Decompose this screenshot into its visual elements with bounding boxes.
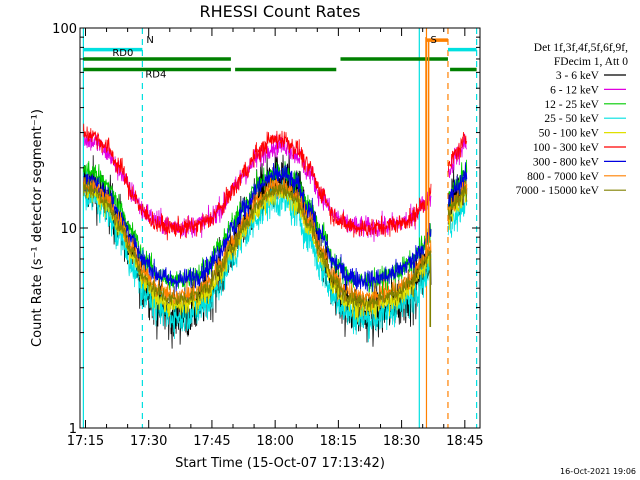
legend: Det 1f,3f,4f,5f,6f,9f, FDecim 1, Att 0 3…	[516, 42, 629, 197]
plot-area: N S RD0 RD4	[79, 27, 481, 429]
time-marker-label: N	[146, 35, 153, 46]
legend-header-line-1: Det 1f,3f,4f,5f,6f,9f,	[534, 42, 628, 54]
legend-entry-label: 800 - 7000 keV	[527, 171, 600, 183]
series-line	[83, 171, 468, 343]
legend-entry-label: 100 - 300 keV	[533, 142, 600, 154]
legend-header-line-2: FDecim 1, Att 0	[554, 56, 628, 68]
state-bar-label: RD4	[145, 70, 166, 81]
y-tick-label: 10	[60, 222, 77, 237]
x-tick-label: 17:15	[67, 434, 104, 449]
x-tick-label: 18:00	[256, 434, 293, 449]
series-layer	[83, 37, 468, 349]
legend-entry-label: 50 - 100 keV	[539, 128, 600, 140]
legend-entry-label: 3 - 6 keV	[556, 70, 600, 82]
series-line	[83, 177, 468, 312]
y-tick-label: 100	[52, 22, 77, 37]
x-tick-label: 18:45	[446, 434, 483, 449]
x-tick-label: 17:30	[130, 434, 167, 449]
legend-entry-label: 25 - 50 keV	[544, 113, 599, 125]
legend-entry-label: 300 - 800 keV	[533, 156, 600, 168]
generated-timestamp: 16-Oct-2021 19:06	[560, 467, 636, 476]
x-tick-label: 18:30	[383, 434, 420, 449]
y-axis-label: Count Rate (s⁻¹ detector segment⁻¹)	[30, 109, 45, 347]
x-axis: 17:15 17:30 17:45 18:00 18:15 18:30 18:45	[67, 28, 484, 449]
x-tick-label: 17:45	[193, 434, 230, 449]
series-line	[83, 123, 468, 241]
legend-entry-label: 12 - 25 keV	[544, 99, 599, 111]
y-axis: 1 10 100	[52, 22, 480, 437]
state-bar-label: RD0	[112, 48, 133, 59]
time-marker-label: S	[430, 35, 436, 46]
chart-title: RHESSI Count Rates	[200, 2, 361, 21]
legend-entry-label: 7000 - 15000 keV	[516, 185, 600, 197]
legend-entry-label: 6 - 12 keV	[550, 84, 600, 96]
series-line	[83, 162, 468, 293]
plot-frame	[79, 27, 481, 429]
x-axis-label: Start Time (15-Oct-07 17:13:42)	[175, 456, 385, 471]
x-tick-label: 18:15	[320, 434, 357, 449]
annotation-label-layer: N S RD0 RD4	[112, 35, 436, 81]
y-tick-label: 1	[69, 422, 77, 437]
annotation-layer	[82, 28, 478, 428]
